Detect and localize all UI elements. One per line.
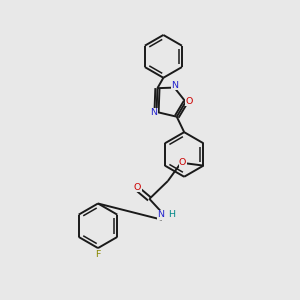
Text: N: N <box>172 81 178 90</box>
Text: H: H <box>169 210 176 219</box>
Text: F: F <box>95 250 101 259</box>
Text: N: N <box>150 108 157 117</box>
Text: O: O <box>185 97 193 106</box>
Text: O: O <box>179 158 186 166</box>
Text: N: N <box>157 210 164 219</box>
Text: O: O <box>134 182 141 191</box>
